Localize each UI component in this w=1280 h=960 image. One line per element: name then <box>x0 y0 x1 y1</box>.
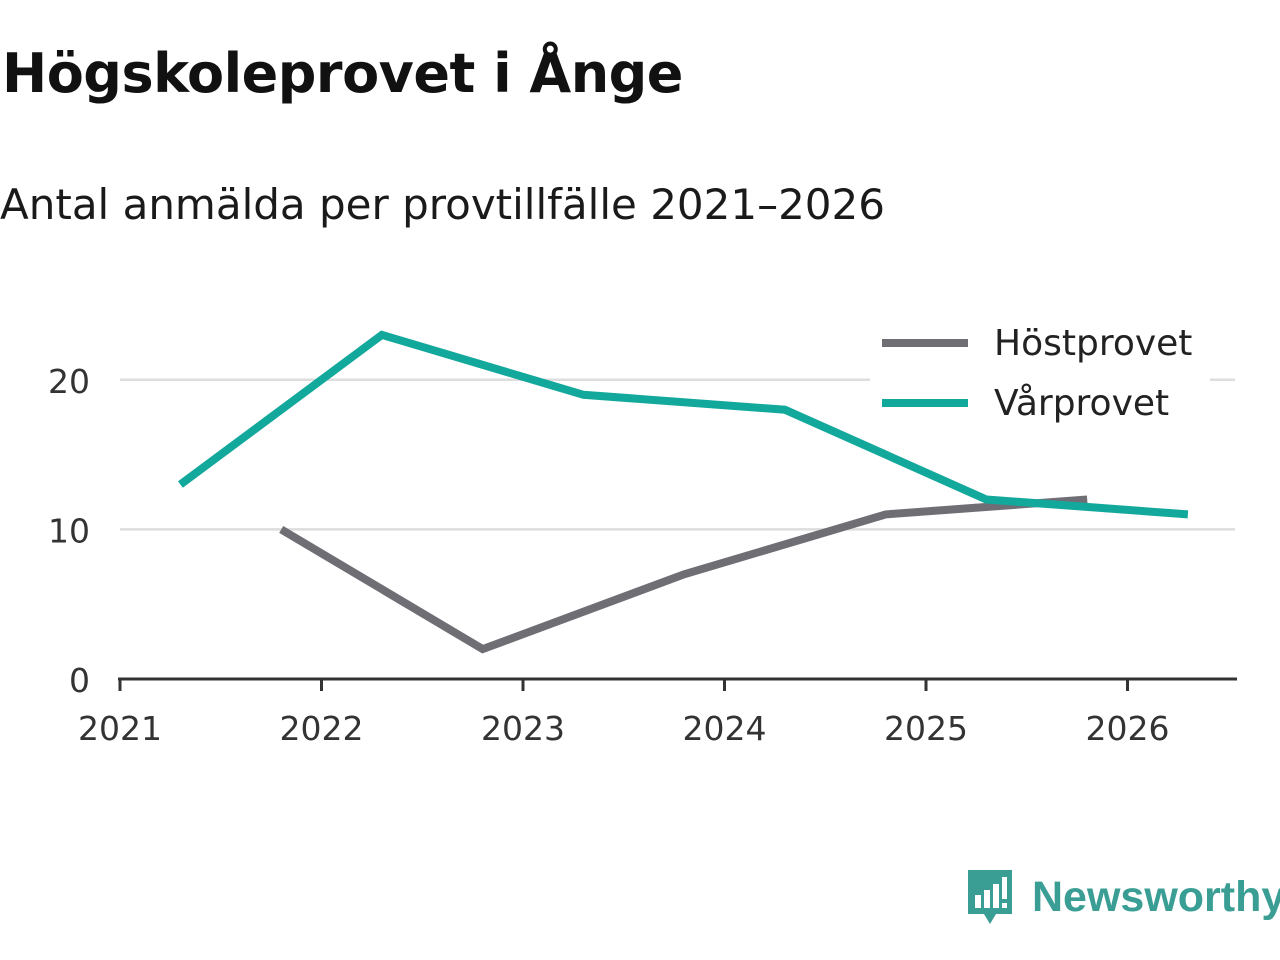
legend: Höstprovet Vårprovet <box>870 322 1210 432</box>
chart-subtitle: Antal anmälda per provtillfälle 2021–202… <box>0 180 885 229</box>
x-axis: 2021 2022 2023 2024 2025 2026 <box>78 677 1237 748</box>
brand-logo: Newsworthy <box>964 862 1280 932</box>
y-tick-label: 0 <box>69 661 90 700</box>
legend-label: Höstprovet <box>994 323 1192 364</box>
y-tick-label: 10 <box>48 511 90 550</box>
x-tick-label: 2021 <box>78 709 162 748</box>
x-tick-label: 2023 <box>481 709 565 748</box>
x-tick-label: 2026 <box>1086 709 1170 748</box>
brand-name: Newsworthy <box>1032 872 1280 921</box>
newsworthy-logo-icon <box>968 870 1012 924</box>
series-line-1 <box>178 330 1189 519</box>
chart-title: Högskoleprovet i Ånge <box>2 42 683 105</box>
series-line-0 <box>279 495 1088 654</box>
x-tick-label: 2022 <box>280 709 364 748</box>
y-tick-label: 20 <box>48 362 90 401</box>
legend-label: Vårprovet <box>994 383 1169 424</box>
x-tick-label: 2025 <box>884 709 968 748</box>
x-tick-label: 2024 <box>683 709 767 748</box>
y-axis-labels: 0 10 20 <box>48 362 90 700</box>
series-lines <box>178 330 1189 654</box>
